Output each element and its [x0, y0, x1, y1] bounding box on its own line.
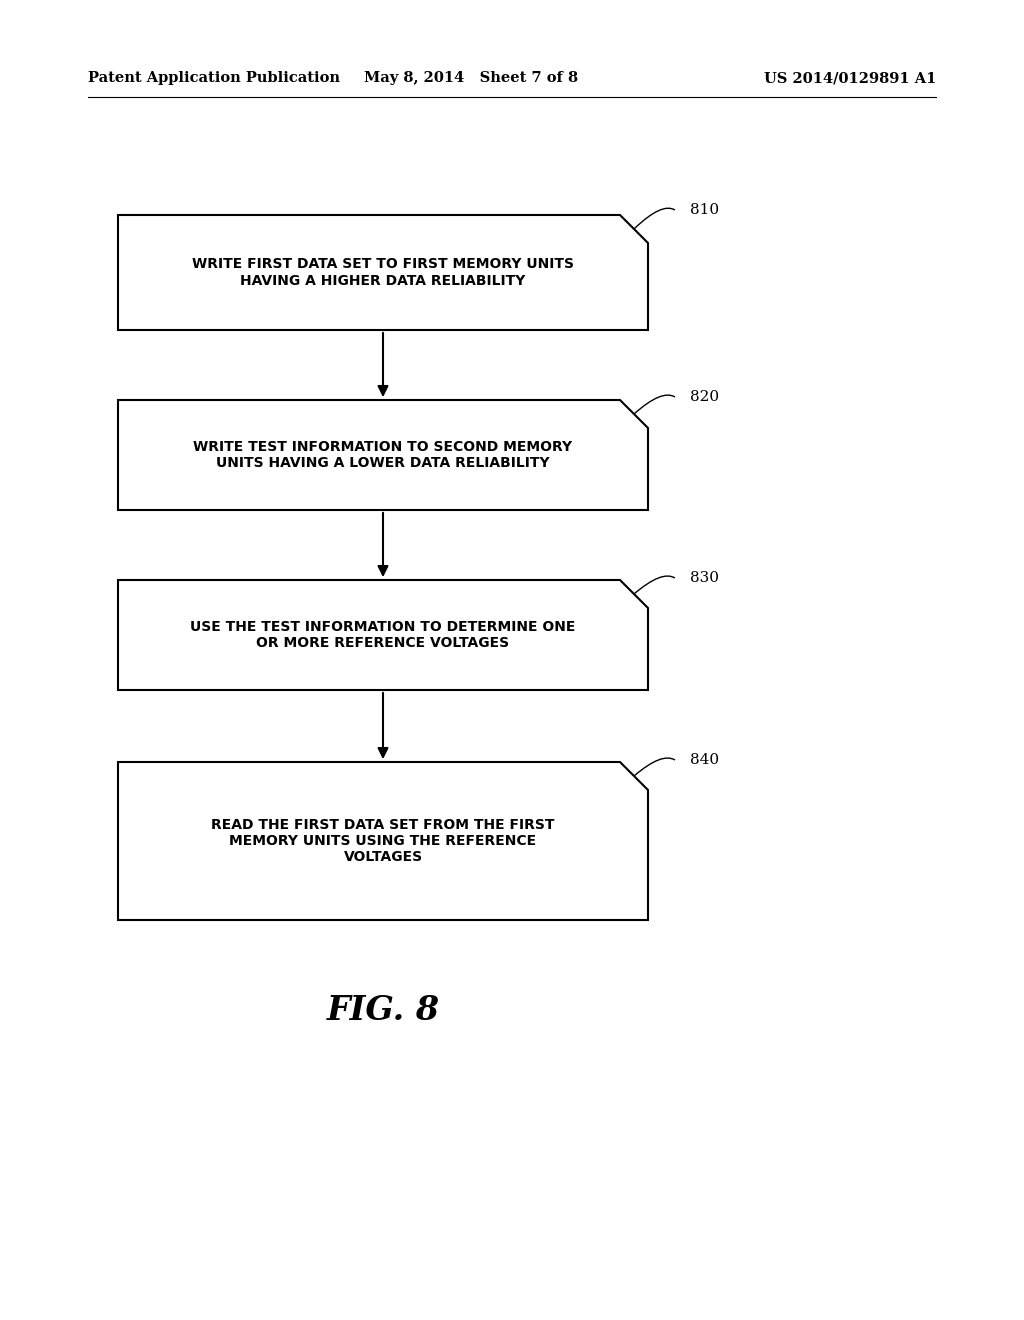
- Text: WRITE TEST INFORMATION TO SECOND MEMORY
UNITS HAVING A LOWER DATA RELIABILITY: WRITE TEST INFORMATION TO SECOND MEMORY …: [194, 440, 572, 470]
- Text: US 2014/0129891 A1: US 2014/0129891 A1: [764, 71, 936, 84]
- Polygon shape: [118, 215, 648, 330]
- Polygon shape: [118, 579, 648, 690]
- Polygon shape: [118, 400, 648, 510]
- Text: 840: 840: [690, 752, 719, 767]
- Text: 820: 820: [690, 389, 719, 404]
- Text: 830: 830: [690, 572, 719, 585]
- Text: WRITE FIRST DATA SET TO FIRST MEMORY UNITS
HAVING A HIGHER DATA RELIABILITY: WRITE FIRST DATA SET TO FIRST MEMORY UNI…: [193, 257, 574, 288]
- Text: READ THE FIRST DATA SET FROM THE FIRST
MEMORY UNITS USING THE REFERENCE
VOLTAGES: READ THE FIRST DATA SET FROM THE FIRST M…: [211, 818, 555, 865]
- Text: FIG. 8: FIG. 8: [327, 994, 439, 1027]
- Text: USE THE TEST INFORMATION TO DETERMINE ONE
OR MORE REFERENCE VOLTAGES: USE THE TEST INFORMATION TO DETERMINE ON…: [190, 620, 575, 651]
- Text: 810: 810: [690, 203, 719, 216]
- Polygon shape: [118, 762, 648, 920]
- Text: May 8, 2014   Sheet 7 of 8: May 8, 2014 Sheet 7 of 8: [364, 71, 579, 84]
- Text: Patent Application Publication: Patent Application Publication: [88, 71, 340, 84]
